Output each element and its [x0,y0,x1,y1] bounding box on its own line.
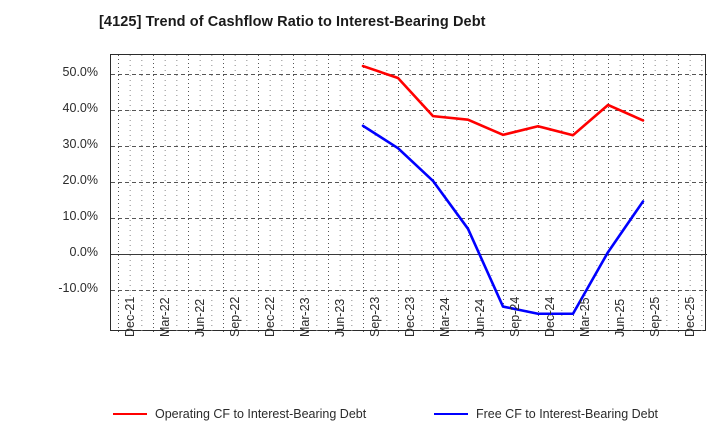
y-axis-tick-label: 10.0% [62,209,98,223]
x-axis-tick-label: Mar-23 [298,297,312,337]
y-axis-tick-label: 0.0% [69,245,99,259]
y-axis-tick-label: 50.0% [62,65,98,79]
x-axis-tick-label: Jun-24 [473,298,487,337]
x-axis-tick-label: Sep-24 [508,296,522,337]
x-axis-tick-label: Mar-25 [578,297,592,337]
x-axis-tick-label: Jun-22 [193,298,207,337]
y-axis-tick-label: -10.0% [58,281,98,295]
legend-item[interactable]: Free CF to Interest-Bearing Debt [434,404,658,424]
x-axis-tick-label: Mar-24 [438,297,452,337]
series-line-2 [361,124,645,316]
x-axis-tick-label: Dec-25 [683,296,697,337]
x-axis-tick-label: Sep-23 [368,296,382,337]
x-axis-tick-label: Jun-25 [613,298,627,337]
legend-label: Free CF to Interest-Bearing Debt [476,407,659,421]
legend-label: Operating CF to Interest-Bearing Debt [155,407,367,421]
x-axis-tick-label: Sep-22 [228,296,242,337]
x-axis-tick-label: Mar-22 [158,297,172,337]
x-axis-tick-label: Dec-21 [123,296,137,337]
x-axis-tick-label: Sep-25 [648,296,662,337]
chart-title: [4125] Trend of Cashflow Ratio to Intere… [99,14,486,30]
x-axis-tick-label: Jun-23 [333,298,347,337]
legend-color-swatch [113,413,147,415]
y-axis-tick-label: 30.0% [62,137,98,151]
plot-svg [111,55,707,332]
plot-area [110,54,707,332]
x-axis-tick-label: Dec-24 [543,296,557,337]
legend-color-swatch [434,413,468,415]
y-axis-tick-label: 20.0% [62,173,98,187]
chart-legend: Operating CF to Interest-Bearing Debt Fre… [0,404,720,428]
x-axis-tick-label: Dec-23 [403,296,417,337]
series-line-1 [361,64,645,137]
x-axis-tick-label: Dec-22 [263,296,277,337]
legend-item[interactable]: Operating CF to Interest-Bearing Debt [113,404,366,424]
y-axis-tick-label: 40.0% [62,101,98,115]
